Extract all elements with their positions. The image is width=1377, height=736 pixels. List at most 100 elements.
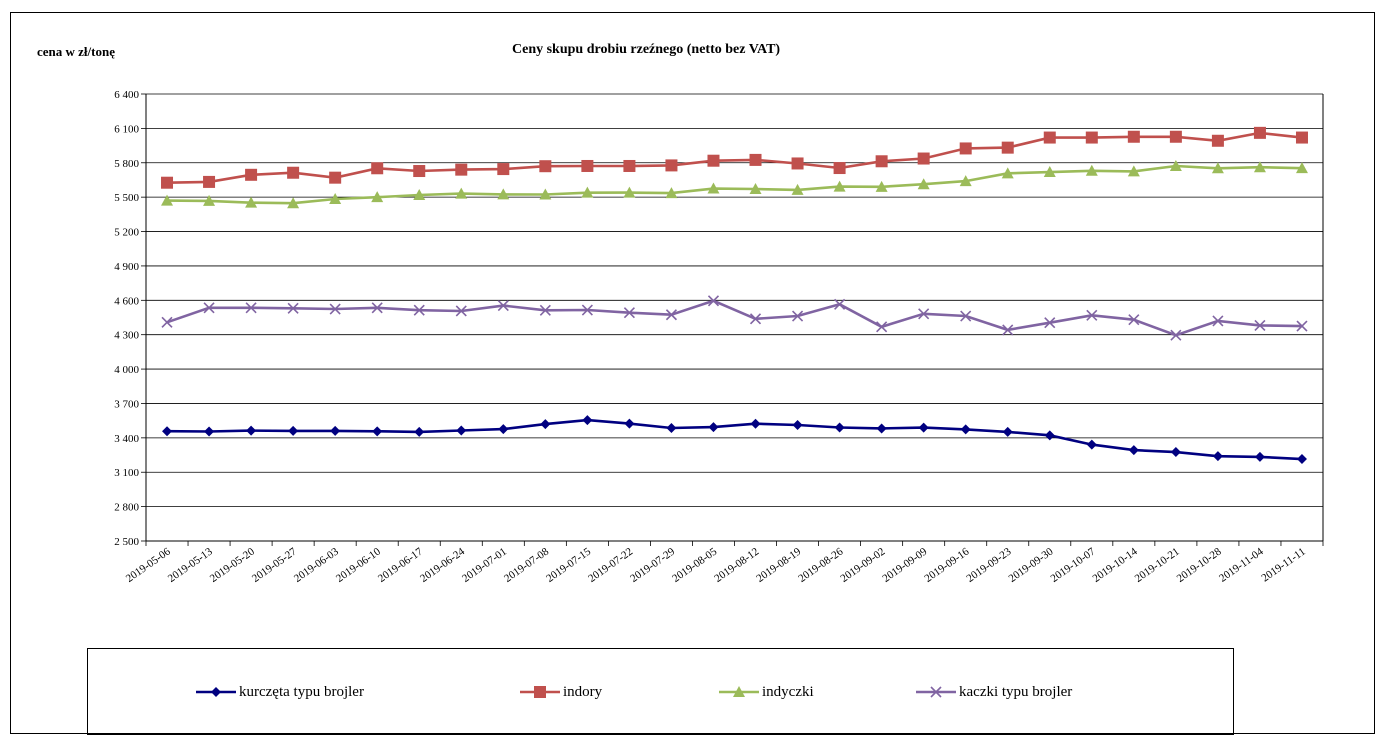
legend-swatch [520, 686, 560, 698]
data-point [161, 316, 173, 328]
data-point [539, 188, 552, 200]
data-point [1169, 130, 1182, 143]
data-point [287, 166, 300, 179]
data-point [1128, 314, 1140, 326]
data-point [455, 187, 468, 199]
data-point [1128, 445, 1139, 456]
data-point [1002, 324, 1014, 336]
data-point [834, 298, 846, 310]
y-tick-label: 5 500 [114, 192, 139, 204]
data-point [1253, 161, 1266, 173]
data-point [371, 162, 384, 175]
x-tick-label: 2019-08-12 [712, 546, 761, 585]
data-point [161, 194, 174, 206]
data-point [1212, 451, 1223, 462]
data-point [749, 153, 762, 166]
data-point [540, 419, 551, 430]
data-point [539, 160, 552, 173]
data-point [581, 304, 593, 316]
y-tick-label: 3 700 [114, 398, 139, 410]
data-point [833, 162, 846, 175]
data-point [1043, 166, 1056, 178]
data-point [791, 183, 804, 195]
data-point [959, 142, 972, 155]
data-point [414, 426, 425, 437]
data-point [791, 157, 804, 170]
data-point [1002, 426, 1013, 437]
x-tick-label: 2019-05-06 [124, 545, 173, 585]
data-point [833, 180, 846, 192]
legend-item: kaczki typu brojler [916, 682, 1072, 702]
y-tick-label: 4 300 [114, 330, 139, 342]
data-point [1044, 430, 1055, 441]
chart-title: Ceny skupu drobiu rzeźnego (netto bez VA… [512, 42, 781, 57]
y-tick-label: 5 800 [114, 158, 139, 170]
legend-label: kaczki typu brojler [959, 683, 1073, 700]
data-point [875, 155, 888, 168]
chart-plot: 2 500 2 800 3 100 3 400 3 700 4 000 4 300 4 600… [114, 89, 1324, 585]
data-point [1044, 317, 1056, 329]
x-tick-label: 2019-09-23 [965, 545, 1014, 585]
data-point [1170, 447, 1181, 458]
y-tick-label: 4 600 [114, 295, 139, 307]
x-tick-label: 2019-07-01 [460, 546, 509, 585]
x-tick-label: 2019-09-02 [838, 546, 887, 585]
x-tick-label: 2019-06-24 [418, 545, 467, 585]
data-point [707, 182, 720, 194]
data-point [455, 305, 467, 317]
data-point [329, 192, 342, 204]
x-tick-label: 2019-09-16 [922, 545, 971, 585]
data-point [203, 302, 215, 314]
data-point [707, 154, 720, 167]
data-point [456, 425, 467, 436]
x-tick-label: 2019-08-19 [754, 545, 803, 585]
x-tick-label: 2019-07-15 [544, 545, 593, 585]
legend-swatch [916, 686, 956, 698]
y-tick-label: 4 000 [114, 364, 139, 376]
y-tick-label: 6 100 [114, 123, 139, 135]
x-tick-label: 2019-09-09 [880, 545, 929, 585]
data-point [623, 159, 636, 172]
legend-label: kurczęta typu brojler [239, 683, 364, 700]
data-point [203, 175, 216, 188]
series-line [166, 418, 1303, 461]
y-tick-label: 4 900 [114, 261, 139, 273]
x-tick-label: 2019-08-05 [670, 545, 719, 585]
data-point [1211, 162, 1224, 174]
data-point [1296, 320, 1308, 332]
data-point [1001, 141, 1014, 154]
x-tick-label: 2019-05-27 [250, 545, 299, 585]
x-tick-label: 2019-11-11 [1259, 546, 1307, 585]
data-point [204, 426, 215, 437]
data-point [497, 300, 509, 312]
data-point [245, 302, 257, 314]
data-point [288, 425, 299, 436]
data-point [246, 425, 257, 436]
data-point [959, 175, 972, 187]
legend-swatch [196, 687, 236, 697]
x-tick-label: 2019-06-03 [292, 545, 341, 585]
x-tick-label: 2019-07-22 [586, 546, 635, 585]
y-tick-label: 5 200 [114, 227, 139, 239]
data-point [245, 168, 258, 181]
data-point [413, 188, 426, 200]
data-point [623, 186, 636, 198]
data-point [581, 186, 594, 198]
data-point [1085, 164, 1098, 176]
data-point [162, 426, 173, 437]
data-point [329, 303, 341, 315]
legend-label: indory [563, 683, 603, 700]
data-point [792, 420, 803, 431]
data-point [1254, 319, 1266, 331]
data-point [1254, 451, 1265, 462]
data-point [371, 191, 384, 203]
legend-swatch [719, 686, 759, 697]
x-tick-label: 2019-10-28 [1175, 545, 1224, 585]
data-point [876, 423, 887, 434]
series-line [166, 131, 1303, 184]
data-point [581, 159, 594, 172]
data-point [918, 422, 929, 433]
data-point [455, 163, 468, 176]
data-point [582, 415, 593, 426]
y-tick-label: 6 400 [114, 89, 139, 101]
